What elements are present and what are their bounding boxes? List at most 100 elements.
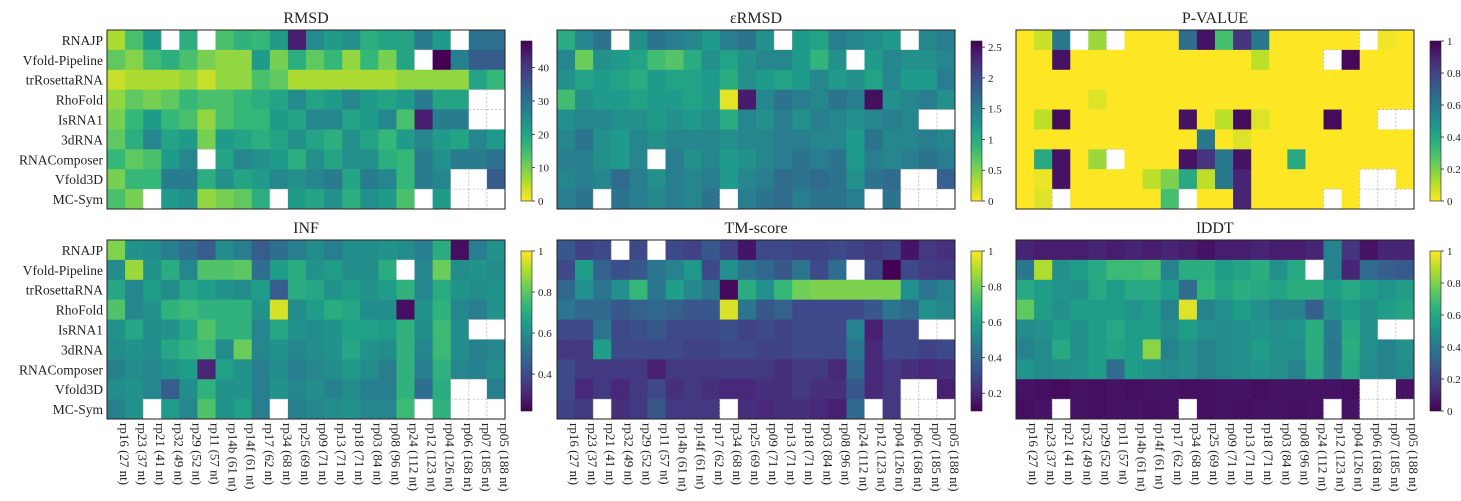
heatmap-cell [611, 379, 630, 400]
heatmap-cell [1034, 299, 1053, 320]
heatmap-cell [1323, 339, 1343, 360]
heatmap-cell [1016, 89, 1035, 110]
heatmap-cell [1341, 30, 1361, 51]
heatmap-cell [611, 339, 630, 360]
heatmap-cell [1016, 149, 1035, 170]
heatmap-cell [1269, 89, 1288, 110]
heatmap-cell [1142, 259, 1162, 281]
heatmap-cell [557, 259, 576, 281]
row-label: IsRNA1 [58, 323, 103, 338]
column-label: rp07 (185 nt) [479, 423, 494, 492]
column-label: rp25 (69 nt) [1207, 423, 1222, 485]
heatmap-cell-missing [936, 188, 956, 210]
heatmap-cell [810, 169, 829, 190]
heatmap-cell [1196, 240, 1216, 261]
heatmap-cell [846, 279, 865, 301]
heatmap-cell [1359, 89, 1379, 110]
heatmap-cell [1178, 240, 1198, 261]
heatmap-cell [324, 30, 343, 51]
heatmap-cell [846, 109, 865, 130]
panel-title: εRMSD [730, 10, 782, 27]
heatmap-cell [1377, 69, 1397, 91]
column-label: rp13 (71 nt) [784, 423, 799, 485]
heatmap-cell [233, 279, 253, 301]
heatmap-cell [179, 379, 198, 400]
heatmap-cell [414, 169, 434, 190]
heatmap-cell [719, 69, 739, 91]
heatmap-cell [432, 319, 452, 340]
heatmap-cell [342, 89, 361, 110]
column-label: rp34 (68 nt) [730, 423, 745, 485]
heatmap-cell [233, 49, 253, 71]
heatmap-cell [1305, 109, 1324, 130]
colorbar-tick-label: 1 [988, 246, 994, 258]
panel-1: εRMSD 0 0.5 1 1.5 2 2.5 [556, 10, 1002, 210]
plot-frame [556, 239, 956, 420]
heatmap-cell [1070, 319, 1089, 340]
heatmap-cell-missing [864, 398, 884, 420]
heatmap-cell [1305, 129, 1324, 150]
heatmap-cell-missing [918, 109, 938, 131]
heatmap-cell-missing [1106, 148, 1126, 170]
heatmap-cell [1088, 49, 1107, 71]
heatmap-cell [1142, 379, 1162, 400]
heatmap-cell [719, 359, 739, 380]
heatmap-cell [792, 129, 811, 150]
heatmap-cell [593, 169, 612, 190]
heatmap-cell [1160, 69, 1180, 91]
heatmap-cell [882, 319, 902, 340]
heatmap-cell [342, 240, 361, 261]
heatmap-cell [756, 299, 775, 320]
heatmap-cell [828, 399, 847, 420]
heatmap-cell [1034, 149, 1053, 170]
heatmap-cell [432, 49, 452, 71]
heatmap-cell [468, 149, 488, 170]
heatmap-cell [486, 30, 506, 51]
heatmap-cell [486, 279, 506, 301]
heatmap-cell [1251, 49, 1270, 71]
heatmap-cell [1016, 319, 1035, 340]
heatmap-cell [1088, 319, 1107, 340]
heatmap-cell [1323, 359, 1343, 380]
heatmap-cell [1341, 259, 1361, 281]
heatmap-cell [1088, 189, 1107, 210]
heatmap-cell-missing [1359, 378, 1379, 400]
heatmap-cell [1233, 169, 1252, 190]
heatmap-cell-missing [450, 29, 470, 51]
colorbar [520, 40, 533, 202]
heatmap-cell [360, 189, 379, 210]
heatmap-cell [197, 279, 216, 301]
panel-3: INF RNAJP Vfold-Pipeline trRosettaRNA RhoFol… [19, 220, 552, 492]
heatmap-cell [1287, 49, 1306, 71]
heatmap-cell [828, 299, 847, 320]
heatmap-cell [575, 379, 594, 400]
heatmap-cell [828, 279, 847, 301]
heatmap-cell [1088, 259, 1107, 281]
heatmap-cell-missing [1069, 29, 1090, 51]
heatmap-cell [629, 339, 648, 360]
heatmap-cell [1106, 189, 1125, 210]
heatmap-cell [792, 89, 811, 110]
heatmap-cell [161, 299, 180, 320]
heatmap-cell-missing [846, 49, 866, 71]
panel-0: RMSD RNAJP Vfold-Pipeline trRosettaRNA RhoFo… [19, 10, 550, 210]
heatmap-cell [611, 69, 630, 91]
heatmap-cell [342, 279, 361, 301]
heatmap-cell [683, 359, 703, 380]
column-label: rp11 (57 nt) [1117, 423, 1132, 485]
heatmap-cell [611, 279, 630, 301]
heatmap-cell [846, 189, 865, 210]
heatmap-cell-missing [414, 188, 434, 210]
heatmap-cell [647, 169, 666, 190]
heatmap-cell [846, 149, 865, 170]
heatmap-cell [1305, 189, 1324, 210]
heatmap-cell [936, 299, 956, 320]
heatmap-cell [1052, 129, 1071, 150]
heatmap-cell [665, 30, 685, 51]
heatmap-cell [683, 89, 703, 110]
heatmap-cell [1142, 359, 1162, 380]
colorbar-tick-label: 1 [1447, 36, 1453, 48]
heatmap-cell [1287, 149, 1306, 170]
heatmap-cell [828, 240, 847, 261]
heatmap-cell-missing [1051, 188, 1071, 210]
